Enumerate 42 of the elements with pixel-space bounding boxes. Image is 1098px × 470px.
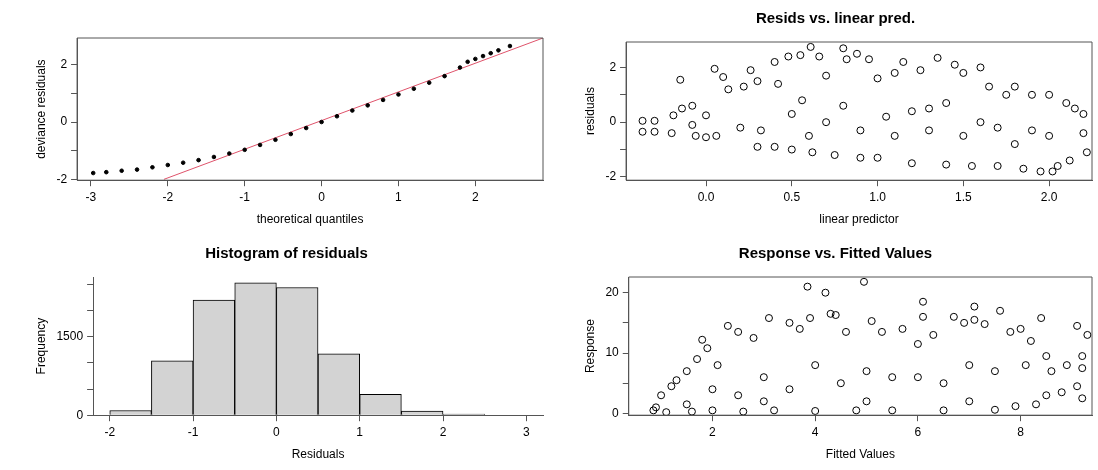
y-tick-label: 0 [609,114,617,129]
y-tick-label: 2 [609,59,617,74]
x-tick-label: 8 [1017,424,1025,439]
y-tick-label: 10 [605,345,620,360]
x-tick-label: 1.5 [954,189,972,204]
x-tick-label: 0.0 [697,189,715,204]
x-tick-label: -3 [85,189,97,204]
y-axis-title: residuals [582,87,597,136]
x-tick-label: 1 [395,189,403,204]
y-tick-label: -2 [605,169,617,184]
y-tick-label: -2 [56,171,68,186]
x-tick-label: -2 [104,424,116,439]
x-tick-label: 1 [356,424,364,439]
x-tick-label: 2.0 [1040,189,1058,204]
y-tick-label: 0 [612,405,620,420]
x-axis-title: Residuals [291,447,345,462]
y-axis-title: Response [582,318,597,374]
x-axis-title: theoretical quantiles [256,212,364,227]
x-tick-label: -1 [239,189,251,204]
x-axis-title: linear predictor [819,212,899,227]
x-tick-label: 3 [522,424,530,439]
chart-title: Response vs. Fitted Values [738,244,933,262]
x-tick-label: 0 [273,424,281,439]
x-tick-label: 1.0 [869,189,887,204]
x-tick-label: 2 [709,424,717,439]
y-tick-label: 20 [605,285,620,299]
x-tick-label: 0.5 [783,189,801,204]
x-tick-label: 2 [439,424,447,439]
chart-title: Resids vs. linear pred. [755,9,916,27]
y-tick-label: 1500 [56,328,84,343]
x-tick-label: -2 [162,189,174,204]
x-tick-label: 4 [811,424,819,439]
x-tick-label: 6 [914,424,922,439]
x-tick-label: 2 [472,189,479,204]
x-tick-label: 0 [318,189,326,204]
y-axis-title: deviance residuals [33,59,48,159]
x-axis-title: Fitted Values [825,447,895,462]
y-axis-title: Frequency [33,317,48,375]
x-tick-label: -1 [187,424,199,439]
chart-title: Histogram of residuals [205,244,368,262]
y-tick-label: 0 [60,114,68,129]
y-tick-label: 2 [60,56,68,71]
